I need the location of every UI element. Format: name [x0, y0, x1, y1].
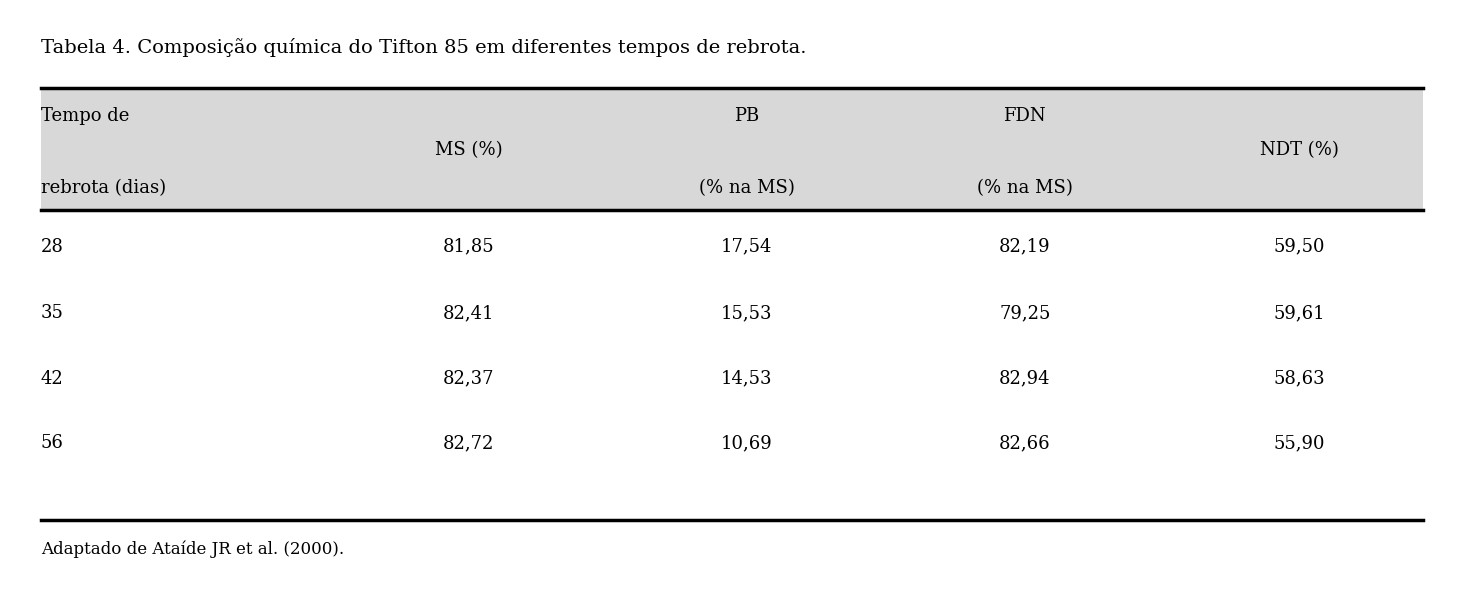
Text: MS (%): MS (%) [435, 141, 502, 159]
Text: 10,69: 10,69 [720, 434, 773, 452]
Text: 56: 56 [41, 434, 64, 452]
Text: rebrota (dias): rebrota (dias) [41, 179, 165, 198]
Text: 58,63: 58,63 [1274, 370, 1325, 388]
Text: 59,61: 59,61 [1274, 304, 1325, 323]
Text: FDN: FDN [1003, 108, 1047, 126]
Text: 17,54: 17,54 [720, 237, 773, 255]
Text: 55,90: 55,90 [1274, 434, 1325, 452]
Text: (% na MS): (% na MS) [698, 179, 795, 198]
Text: 82,72: 82,72 [442, 434, 495, 452]
Text: PB: PB [733, 108, 760, 126]
Text: Tempo de: Tempo de [41, 108, 129, 126]
Text: (% na MS): (% na MS) [976, 179, 1073, 198]
Text: 82,37: 82,37 [442, 370, 495, 388]
Text: Tabela 4. Composição química do Tifton 85 em diferentes tempos de rebrota.: Tabela 4. Composição química do Tifton 8… [41, 38, 807, 57]
Bar [41, 90, 1423, 210]
Text: 79,25: 79,25 [998, 304, 1051, 323]
Text: 82,66: 82,66 [998, 434, 1051, 452]
Text: 35: 35 [41, 304, 64, 323]
Text: 15,53: 15,53 [720, 304, 773, 323]
Text: 82,94: 82,94 [998, 370, 1051, 388]
Text: 42: 42 [41, 370, 64, 388]
Text: 28: 28 [41, 237, 64, 255]
Text: 81,85: 81,85 [442, 237, 495, 255]
Text: NDT (%): NDT (%) [1261, 141, 1338, 159]
Text: Adaptado de Ataíde JR et al. (2000).: Adaptado de Ataíde JR et al. (2000). [41, 540, 344, 557]
Text: 59,50: 59,50 [1274, 237, 1325, 255]
Text: 82,41: 82,41 [442, 304, 495, 323]
Text: 14,53: 14,53 [720, 370, 773, 388]
Text: 82,19: 82,19 [998, 237, 1051, 255]
